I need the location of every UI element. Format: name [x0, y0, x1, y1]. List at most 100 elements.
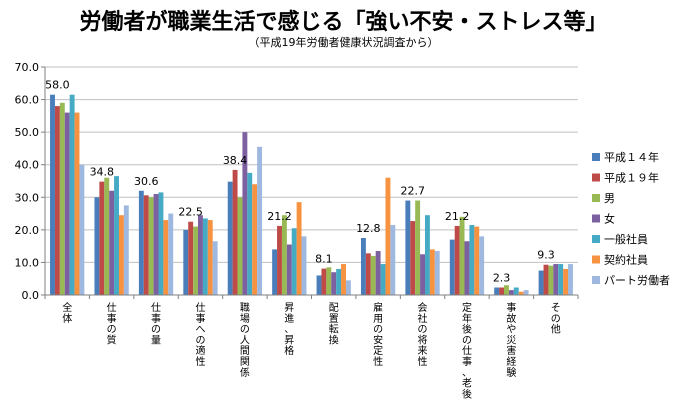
chart-title: 労働者が職業生活で感じる「強い不安・ストレス等」	[79, 10, 608, 35]
bar	[331, 272, 337, 295]
bar	[227, 181, 233, 295]
bar	[207, 220, 213, 295]
x-tick-label: 仕事の量	[151, 301, 161, 346]
legend-label: 男	[604, 192, 615, 205]
bar	[508, 290, 514, 295]
data-label: 8.1	[315, 253, 333, 266]
y-tick-label: 40.0	[15, 159, 40, 172]
bar	[504, 285, 509, 295]
bar	[168, 213, 174, 295]
x-axis: 全体 仕事の質 仕事の量 仕事への適性 職場の人間関係 昇進、昇格 配置転換 雇用の安定性 会社…	[44, 294, 579, 400]
bar	[538, 270, 544, 295]
bar	[64, 112, 70, 295]
bar	[415, 200, 421, 295]
bar	[123, 205, 129, 295]
bar	[148, 197, 154, 295]
legend-swatch	[592, 153, 600, 161]
bar	[345, 280, 351, 295]
bar	[301, 236, 307, 295]
data-label: 30.6	[134, 175, 159, 188]
x-tick-label: 昇進、昇格	[284, 302, 294, 357]
bar	[69, 94, 75, 295]
bar	[543, 264, 549, 295]
data-label: 12.8	[356, 222, 381, 235]
bar	[114, 176, 119, 295]
bar	[202, 218, 208, 295]
bar	[237, 197, 243, 295]
data-label: 21.2	[267, 210, 292, 223]
bar	[158, 192, 164, 295]
bar	[316, 275, 322, 295]
bar	[198, 215, 203, 295]
data-label: 34.8	[90, 166, 115, 179]
legend-swatch	[592, 173, 600, 182]
bar	[94, 197, 100, 295]
data-labels: 58.0 34.8 30.6 22.5 38.4 21.2 8.1 12.8 22.7 21.2 2…	[45, 79, 555, 285]
bar	[341, 264, 346, 295]
legend-label: 女	[604, 212, 615, 226]
bar	[499, 287, 505, 295]
bar	[272, 249, 278, 295]
x-tick-label: 配置転換	[329, 302, 339, 346]
bar	[188, 221, 194, 295]
bar	[548, 265, 554, 295]
legend-label: 契約社員	[604, 253, 648, 267]
bar	[252, 184, 258, 295]
bar	[558, 264, 564, 295]
bar	[474, 226, 480, 295]
data-label: 58.0	[45, 79, 70, 92]
legend-swatch	[592, 255, 600, 264]
x-tick-label: 仕事の質	[107, 301, 117, 346]
legend-swatch	[592, 276, 600, 284]
bar	[375, 251, 381, 295]
bar	[336, 268, 342, 295]
bar	[59, 102, 65, 295]
bar	[365, 253, 371, 295]
legend-label: 一般社員	[604, 232, 648, 246]
bar	[232, 169, 238, 295]
bar	[143, 195, 149, 295]
legend-swatch	[592, 214, 600, 223]
bar	[296, 202, 302, 295]
y-tick-label: 0.0	[22, 289, 40, 302]
y-tick-label: 30.0	[15, 191, 40, 204]
chart-subtitle: （平成19年労働者健康状況調査から）	[248, 36, 439, 49]
x-tick-label: 事故や災害経験	[506, 301, 516, 379]
legend-label: 平成１９年	[604, 171, 659, 185]
bar	[459, 216, 465, 295]
bar	[449, 239, 455, 295]
data-label: 2.3	[493, 272, 511, 285]
bar	[153, 194, 159, 295]
bar	[286, 244, 292, 295]
bar	[109, 190, 115, 295]
data-label: 38.4	[223, 154, 248, 167]
bar	[385, 177, 391, 295]
bar	[281, 215, 287, 295]
x-tick-label: 仕事への適性	[195, 301, 205, 368]
x-tick-label: 全体	[62, 301, 72, 325]
bar	[247, 172, 253, 295]
bar	[518, 291, 524, 295]
bar	[420, 254, 425, 295]
bar	[242, 132, 248, 295]
bar	[138, 190, 144, 295]
legend-swatch	[592, 194, 600, 202]
bar	[553, 264, 559, 295]
bar	[321, 268, 327, 295]
bar	[469, 224, 475, 295]
data-label: 22.5	[178, 206, 203, 219]
bar	[326, 267, 332, 295]
bar	[390, 224, 396, 295]
bar	[183, 229, 189, 295]
bar	[163, 220, 169, 295]
bar	[434, 251, 440, 295]
bar	[257, 146, 263, 295]
y-tick-label: 10.0	[15, 256, 40, 269]
bar	[563, 268, 569, 295]
bar	[277, 225, 282, 295]
bar	[479, 236, 485, 295]
bar	[118, 215, 124, 295]
data-label: 9.3	[537, 249, 555, 262]
